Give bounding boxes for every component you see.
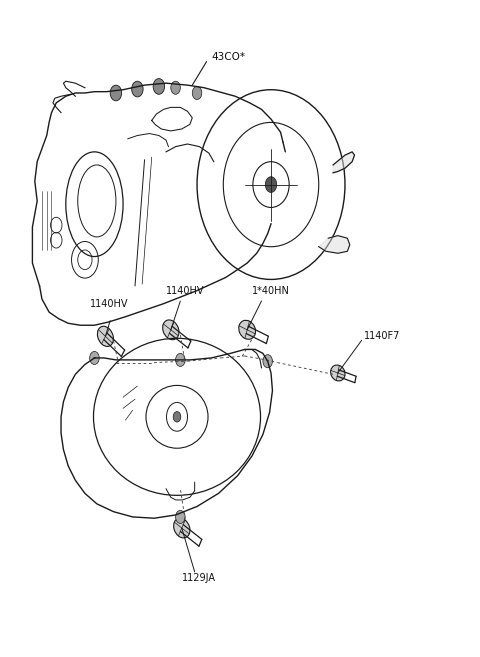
Text: 1140HV: 1140HV	[166, 286, 204, 296]
Ellipse shape	[163, 320, 179, 340]
Circle shape	[263, 355, 273, 368]
Circle shape	[176, 353, 185, 367]
Circle shape	[132, 81, 143, 97]
Circle shape	[176, 510, 185, 524]
Circle shape	[265, 177, 277, 193]
Ellipse shape	[97, 327, 113, 346]
Ellipse shape	[239, 321, 255, 339]
Text: 1*40HN: 1*40HN	[252, 286, 290, 296]
Text: 1140F7: 1140F7	[364, 331, 400, 342]
Polygon shape	[333, 152, 355, 173]
Circle shape	[192, 87, 202, 99]
Polygon shape	[319, 236, 350, 253]
Text: 1140HV: 1140HV	[89, 299, 128, 309]
Text: 1129JA: 1129JA	[182, 574, 216, 583]
Ellipse shape	[331, 365, 345, 381]
Text: 43CO*: 43CO*	[211, 52, 245, 62]
Circle shape	[90, 351, 99, 365]
Circle shape	[110, 85, 121, 101]
Circle shape	[173, 411, 181, 422]
Ellipse shape	[174, 518, 190, 538]
Circle shape	[171, 81, 180, 95]
Circle shape	[153, 79, 165, 95]
